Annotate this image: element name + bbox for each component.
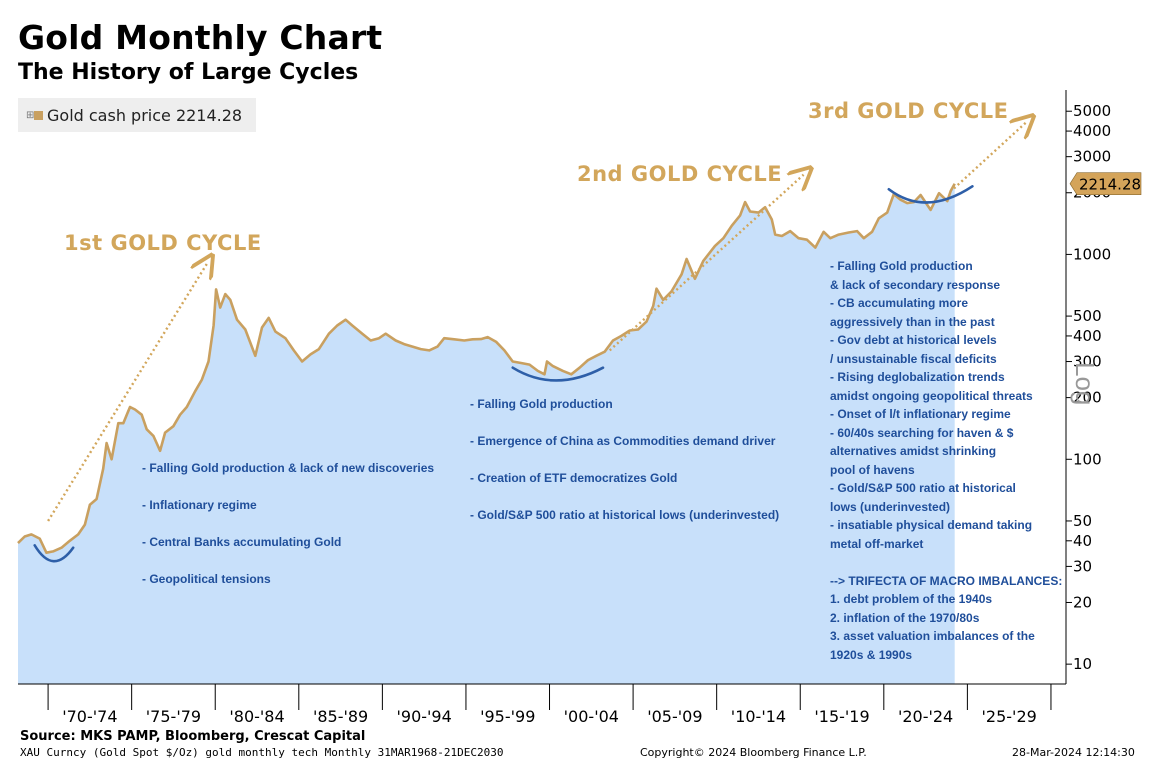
note-line: - Inflationary regime: [142, 498, 257, 512]
copyright: Copyright© 2024 Bloomberg Finance L.P.: [640, 746, 867, 759]
y-tick-label-400: 400: [1073, 327, 1102, 345]
x-tick-label-9: '15-'19: [814, 707, 869, 726]
cycle-1-label: 1st GOLD CYCLE: [64, 231, 262, 255]
note-line: - 60/40s searching for haven & $: [830, 425, 1014, 440]
y-tick-label-5000: 5000: [1073, 102, 1111, 120]
source-line: Source: MKS PAMP, Bloomberg, Crescat Cap…: [20, 729, 366, 744]
y-axis-scale-label: Log: [1070, 362, 1100, 406]
note-line: --> TRIFECTA OF MACRO IMBALANCES:: [830, 573, 1063, 588]
note-line: - Gov debt at historical levels: [830, 333, 997, 347]
y-tick-label-3000: 3000: [1073, 148, 1111, 166]
y-tick-label-40: 40: [1073, 532, 1092, 550]
legend-expand-icon[interactable]: ⊞: [26, 109, 35, 121]
note-line: - Geopolitical tensions: [142, 572, 271, 586]
note-line: lows (underinvested): [830, 499, 951, 514]
note-line: aggressively than in the past: [830, 314, 995, 329]
x-tick-label-11: '25-'29: [982, 707, 1037, 726]
cycle-1-bowl: [33, 544, 75, 563]
price-tag-value: 2214.28: [1079, 176, 1141, 194]
cycle-3-bowl: [887, 185, 974, 204]
x-tick-label-4: '90-'94: [397, 707, 452, 726]
y-tick-label-300: 300: [1073, 353, 1102, 371]
note-line: - Creation of ETF democratizes Gold: [470, 471, 678, 485]
cycle-2-arrow: [608, 175, 804, 352]
y-tick-label-50: 50: [1073, 512, 1092, 530]
note-line: - Falling Gold production & lack of new …: [142, 461, 435, 475]
note-line: pool of havens: [830, 462, 915, 477]
note-line: - CB accumulating more: [830, 296, 969, 310]
x-tick-label-3: '85-'89: [313, 707, 368, 726]
cycle-3-arrow: [953, 123, 1026, 190]
note-line: - insatiable physical demand taking: [830, 518, 1033, 532]
x-tick-label-7: '05-'09: [647, 707, 702, 726]
note-line: - Gold/S&P 500 ratio at historical: [830, 481, 1016, 495]
legend-swatch: [34, 110, 43, 120]
note-line: 3. asset valuation imbalances of the: [830, 629, 1035, 643]
note-line: 1920s & 1990s: [830, 647, 913, 662]
price-tag-shape: [1069, 172, 1142, 195]
page-subtitle: The History of Large Cycles: [18, 60, 359, 85]
cycle-3-label: 3rd GOLD CYCLE: [808, 99, 1009, 123]
timestamp: 28-Mar-2024 12:14:30: [1012, 746, 1135, 759]
x-tick-label-2: '80-'84: [229, 707, 284, 726]
note-line: alternatives amidst shrinking: [830, 444, 997, 458]
legend-label: Gold cash price 2214.28: [47, 105, 243, 125]
note-line: metal off-market: [830, 536, 924, 551]
cycle-2-label: 2nd GOLD CYCLE: [577, 162, 783, 186]
note-line: - Falling Gold production: [470, 397, 613, 411]
note-line: - Central Banks accumulating Gold: [142, 535, 342, 549]
note-line: - Falling Gold production: [830, 259, 973, 273]
x-tick-label-8: '10-'14: [731, 707, 786, 726]
note-line: - Emergence of China as Commodities dema…: [470, 434, 776, 448]
x-tick-label-1: '75-'79: [146, 707, 201, 726]
note-line: - Gold/S&P 500 ratio at historical lows …: [470, 508, 780, 522]
note-line: & lack of secondary response: [830, 277, 1001, 292]
legend[interactable]: ⊞ Gold cash price 2214.28: [18, 98, 256, 132]
x-tick-label-0: '70-'74: [62, 707, 117, 726]
y-tick-label-100: 100: [1073, 450, 1102, 468]
x-tick-label-5: '95-'99: [480, 707, 535, 726]
note-line: 2. inflation of the 1970/80s: [830, 610, 980, 625]
y-tick-label-1000: 1000: [1073, 245, 1111, 263]
y-tick-label-20: 20: [1073, 593, 1092, 611]
note-line: - Rising deglobalization trends: [830, 370, 1005, 384]
price-area: [18, 183, 955, 684]
x-tick-label-10: '20-'24: [898, 707, 953, 726]
y-tick-label-10: 10: [1073, 655, 1092, 673]
note-line: / unsustainable fiscal deficits: [830, 351, 997, 366]
y-tick-label-200: 200: [1073, 389, 1102, 407]
y-tick-label-4000: 4000: [1073, 122, 1111, 140]
y-tick-label-30: 30: [1073, 557, 1092, 575]
price-line: [17, 183, 956, 554]
note-line: 1. debt problem of the 1940s: [830, 592, 993, 606]
cycle-2-bowl: [511, 366, 605, 382]
y-tick-label-500: 500: [1073, 307, 1102, 325]
note-line: - Onset of l/t inflationary regime: [830, 407, 1011, 421]
ticker-line: XAU Curncy (Gold Spot $/Oz) gold monthly…: [20, 746, 504, 759]
cycle-1-arrow: [47, 264, 207, 522]
note-line: amidst ongoing geopolitical threats: [830, 388, 1033, 403]
page-title: Gold Monthly Chart: [18, 18, 383, 57]
x-tick-label-6: '00-'04: [564, 707, 619, 726]
